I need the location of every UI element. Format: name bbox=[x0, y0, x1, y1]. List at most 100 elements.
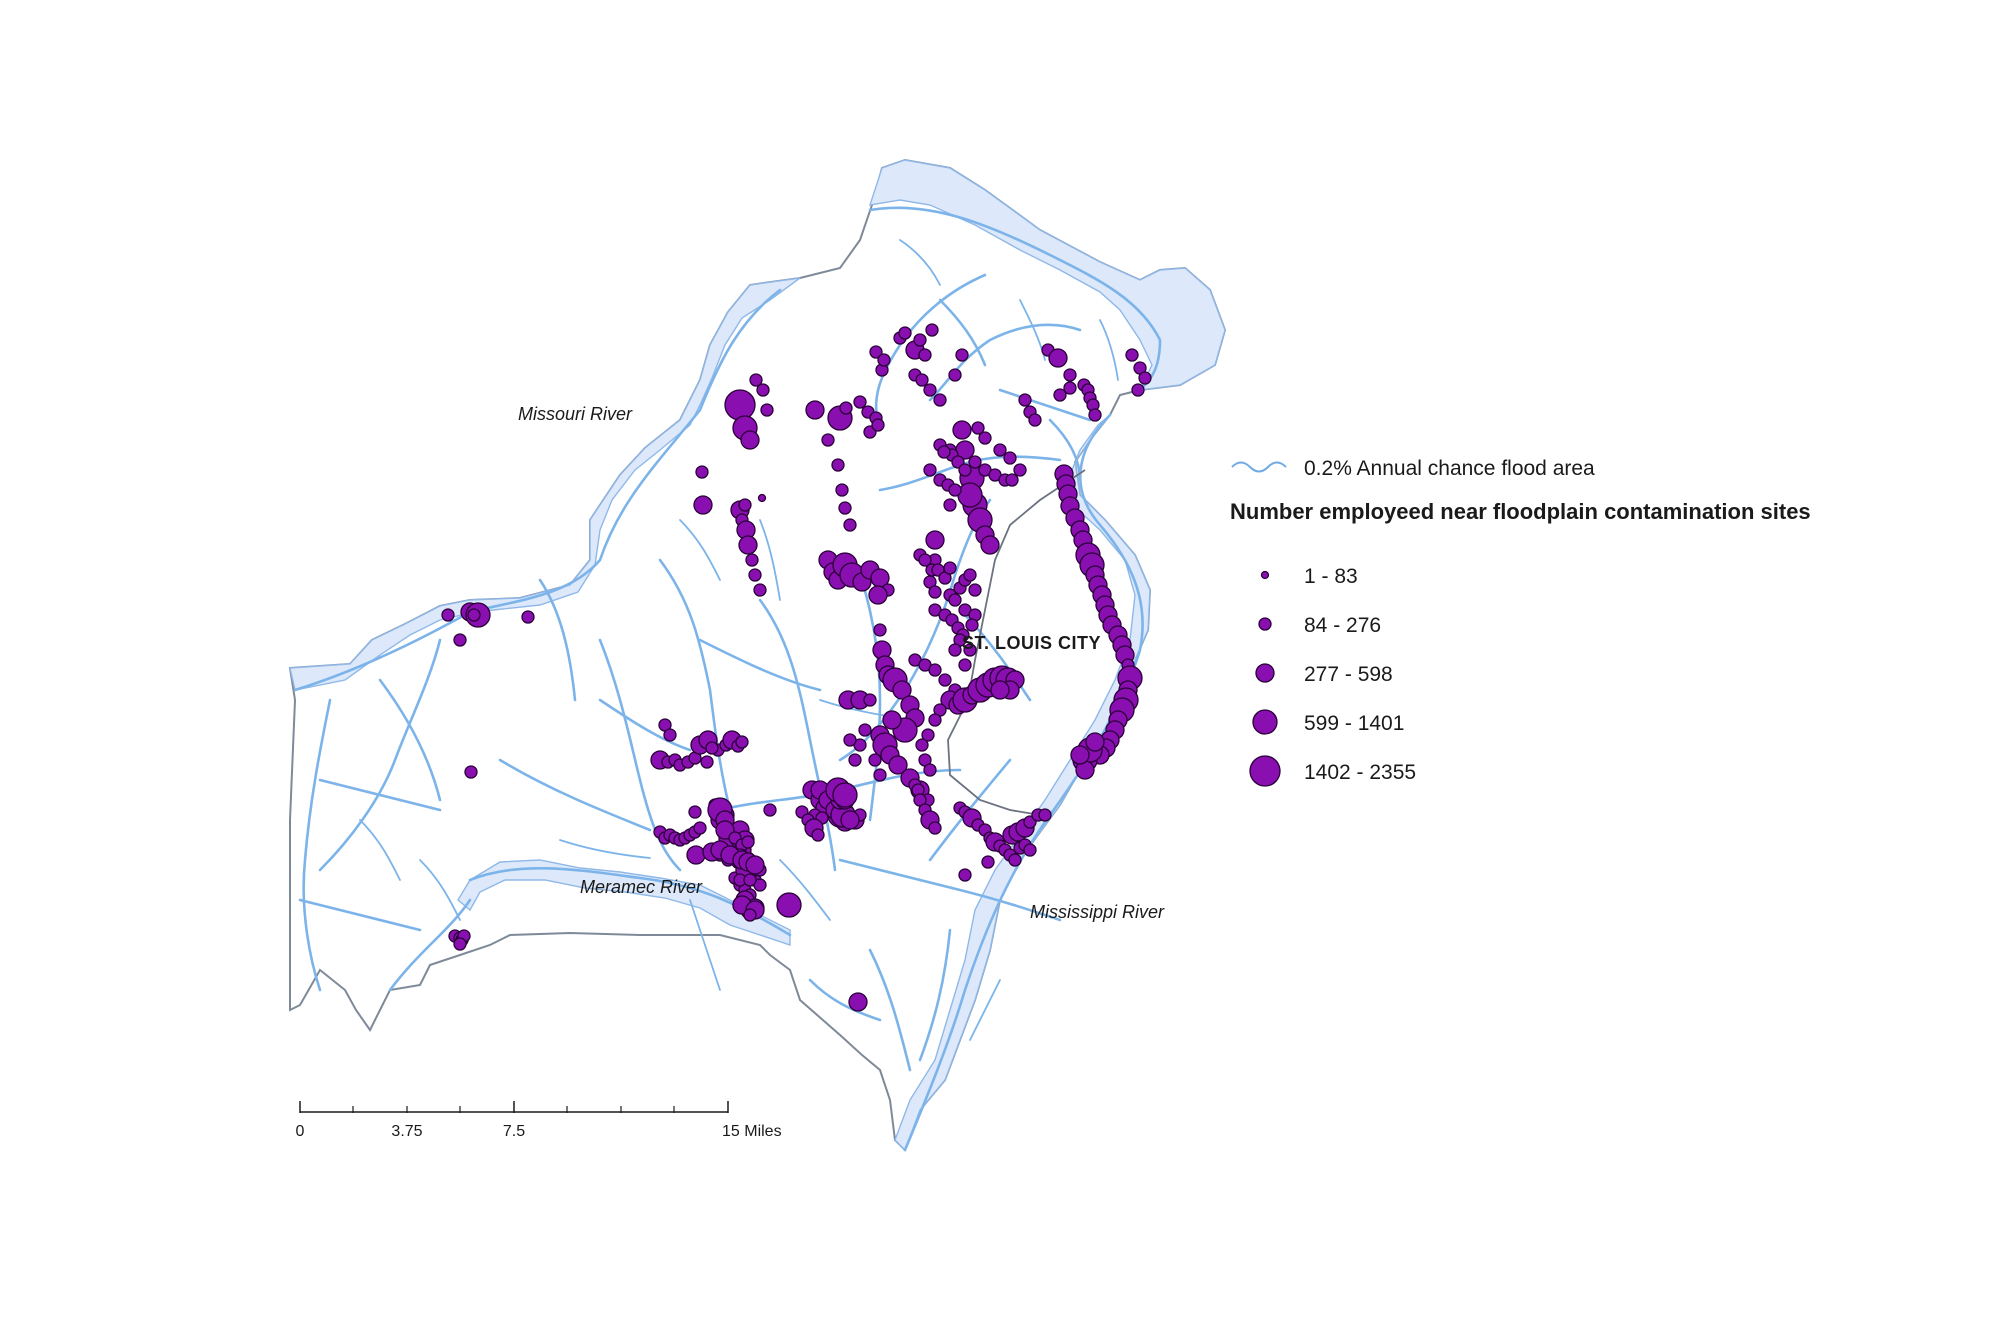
site-marker bbox=[453, 633, 467, 647]
site-marker bbox=[968, 583, 982, 597]
site-marker bbox=[749, 373, 763, 387]
meramec-river-label: Meramec River bbox=[580, 877, 703, 897]
site-marker bbox=[965, 618, 979, 632]
site-marker bbox=[892, 680, 912, 700]
site-marker bbox=[832, 782, 858, 808]
site-marker bbox=[805, 400, 825, 420]
site-marker bbox=[821, 433, 835, 447]
site-marker bbox=[811, 828, 825, 842]
scale-bar: 0 3.75 7.5 15 Miles bbox=[296, 1101, 782, 1140]
site-marker bbox=[776, 892, 802, 918]
site-marker bbox=[740, 430, 760, 450]
site-marker bbox=[925, 323, 939, 337]
legend-title: Number employeed near floodplain contami… bbox=[1230, 499, 1811, 524]
site-marker bbox=[735, 735, 749, 749]
site-marker bbox=[745, 553, 759, 567]
legend: 0.2% Annual chance flood area Number emp… bbox=[1230, 457, 1811, 787]
site-marker bbox=[1088, 408, 1102, 422]
site-marker bbox=[464, 765, 478, 779]
site-marker bbox=[898, 326, 912, 340]
site-marker bbox=[923, 463, 937, 477]
contamination-sites bbox=[441, 323, 1152, 1012]
site-marker bbox=[948, 643, 962, 657]
site-marker bbox=[873, 768, 887, 782]
site-marker bbox=[978, 431, 992, 445]
site-marker bbox=[1063, 381, 1077, 395]
site-marker bbox=[748, 568, 762, 582]
site-marker bbox=[663, 728, 677, 742]
site-marker bbox=[993, 443, 1007, 457]
site-marker bbox=[839, 401, 853, 415]
site-marker bbox=[955, 348, 969, 362]
site-marker bbox=[863, 693, 877, 707]
st-louis-city-label: ST. LOUIS CITY bbox=[962, 633, 1101, 653]
site-marker bbox=[441, 608, 455, 622]
legend-symbol-599-1401 bbox=[1252, 709, 1278, 735]
site-marker bbox=[1138, 371, 1152, 385]
scale-tick-0: 0 bbox=[296, 1123, 305, 1140]
legend-label-1-83: 1 - 83 bbox=[1304, 565, 1358, 588]
site-marker bbox=[928, 713, 942, 727]
site-marker bbox=[741, 835, 755, 849]
site-marker bbox=[938, 673, 952, 687]
site-marker bbox=[521, 610, 535, 624]
site-marker bbox=[453, 937, 467, 951]
site-marker bbox=[1085, 732, 1105, 752]
site-marker bbox=[831, 458, 845, 472]
site-marker bbox=[840, 810, 860, 830]
site-marker bbox=[882, 710, 902, 730]
site-marker bbox=[915, 738, 929, 752]
site-marker bbox=[868, 753, 882, 767]
site-marker bbox=[923, 383, 937, 397]
flood-area-legend-symbol bbox=[1231, 461, 1287, 473]
site-marker bbox=[760, 403, 774, 417]
site-marker bbox=[971, 421, 985, 435]
site-marker bbox=[757, 493, 767, 503]
site-marker bbox=[695, 465, 709, 479]
site-marker bbox=[958, 868, 972, 882]
site-marker bbox=[700, 755, 714, 769]
site-marker bbox=[688, 805, 702, 819]
legend-label-1402-2355: 1402 - 2355 bbox=[1304, 761, 1416, 784]
site-marker bbox=[913, 333, 927, 347]
site-marker bbox=[693, 495, 713, 515]
legend-symbol-1-83 bbox=[1260, 570, 1270, 580]
st-louis-city-boundary bbox=[947, 469, 1086, 816]
site-marker bbox=[724, 389, 756, 421]
site-marker bbox=[743, 873, 757, 887]
site-marker bbox=[868, 585, 888, 605]
site-marker bbox=[848, 753, 862, 767]
site-marker bbox=[928, 663, 942, 677]
flood-area-legend-label: 0.2% Annual chance flood area bbox=[1304, 457, 1595, 480]
site-marker bbox=[693, 821, 707, 835]
legend-label-599-1401: 599 - 1401 bbox=[1304, 712, 1404, 735]
site-marker bbox=[923, 763, 937, 777]
site-marker bbox=[1018, 393, 1032, 407]
site-marker bbox=[948, 593, 962, 607]
site-marker bbox=[1125, 348, 1139, 362]
site-marker bbox=[738, 498, 752, 512]
site-marker bbox=[1003, 451, 1017, 465]
site-marker bbox=[877, 353, 891, 367]
scale-tick-15-miles: 15 Miles bbox=[722, 1123, 782, 1140]
site-marker bbox=[858, 723, 872, 737]
site-marker bbox=[848, 992, 868, 1012]
site-marker bbox=[1131, 383, 1145, 397]
site-marker bbox=[918, 348, 932, 362]
site-marker bbox=[1048, 348, 1068, 368]
site-marker bbox=[963, 568, 977, 582]
site-marker bbox=[928, 821, 942, 835]
site-marker bbox=[933, 393, 947, 407]
site-marker bbox=[1053, 388, 1067, 402]
site-marker bbox=[753, 583, 767, 597]
site-marker bbox=[743, 908, 757, 922]
site-marker bbox=[467, 608, 481, 622]
site-marker bbox=[925, 530, 945, 550]
site-marker bbox=[871, 418, 885, 432]
site-marker bbox=[980, 535, 1000, 555]
site-marker bbox=[952, 420, 972, 440]
missouri-river-label: Missouri River bbox=[518, 404, 633, 424]
legend-symbol-1402-2355 bbox=[1249, 755, 1281, 787]
site-marker bbox=[968, 455, 982, 469]
